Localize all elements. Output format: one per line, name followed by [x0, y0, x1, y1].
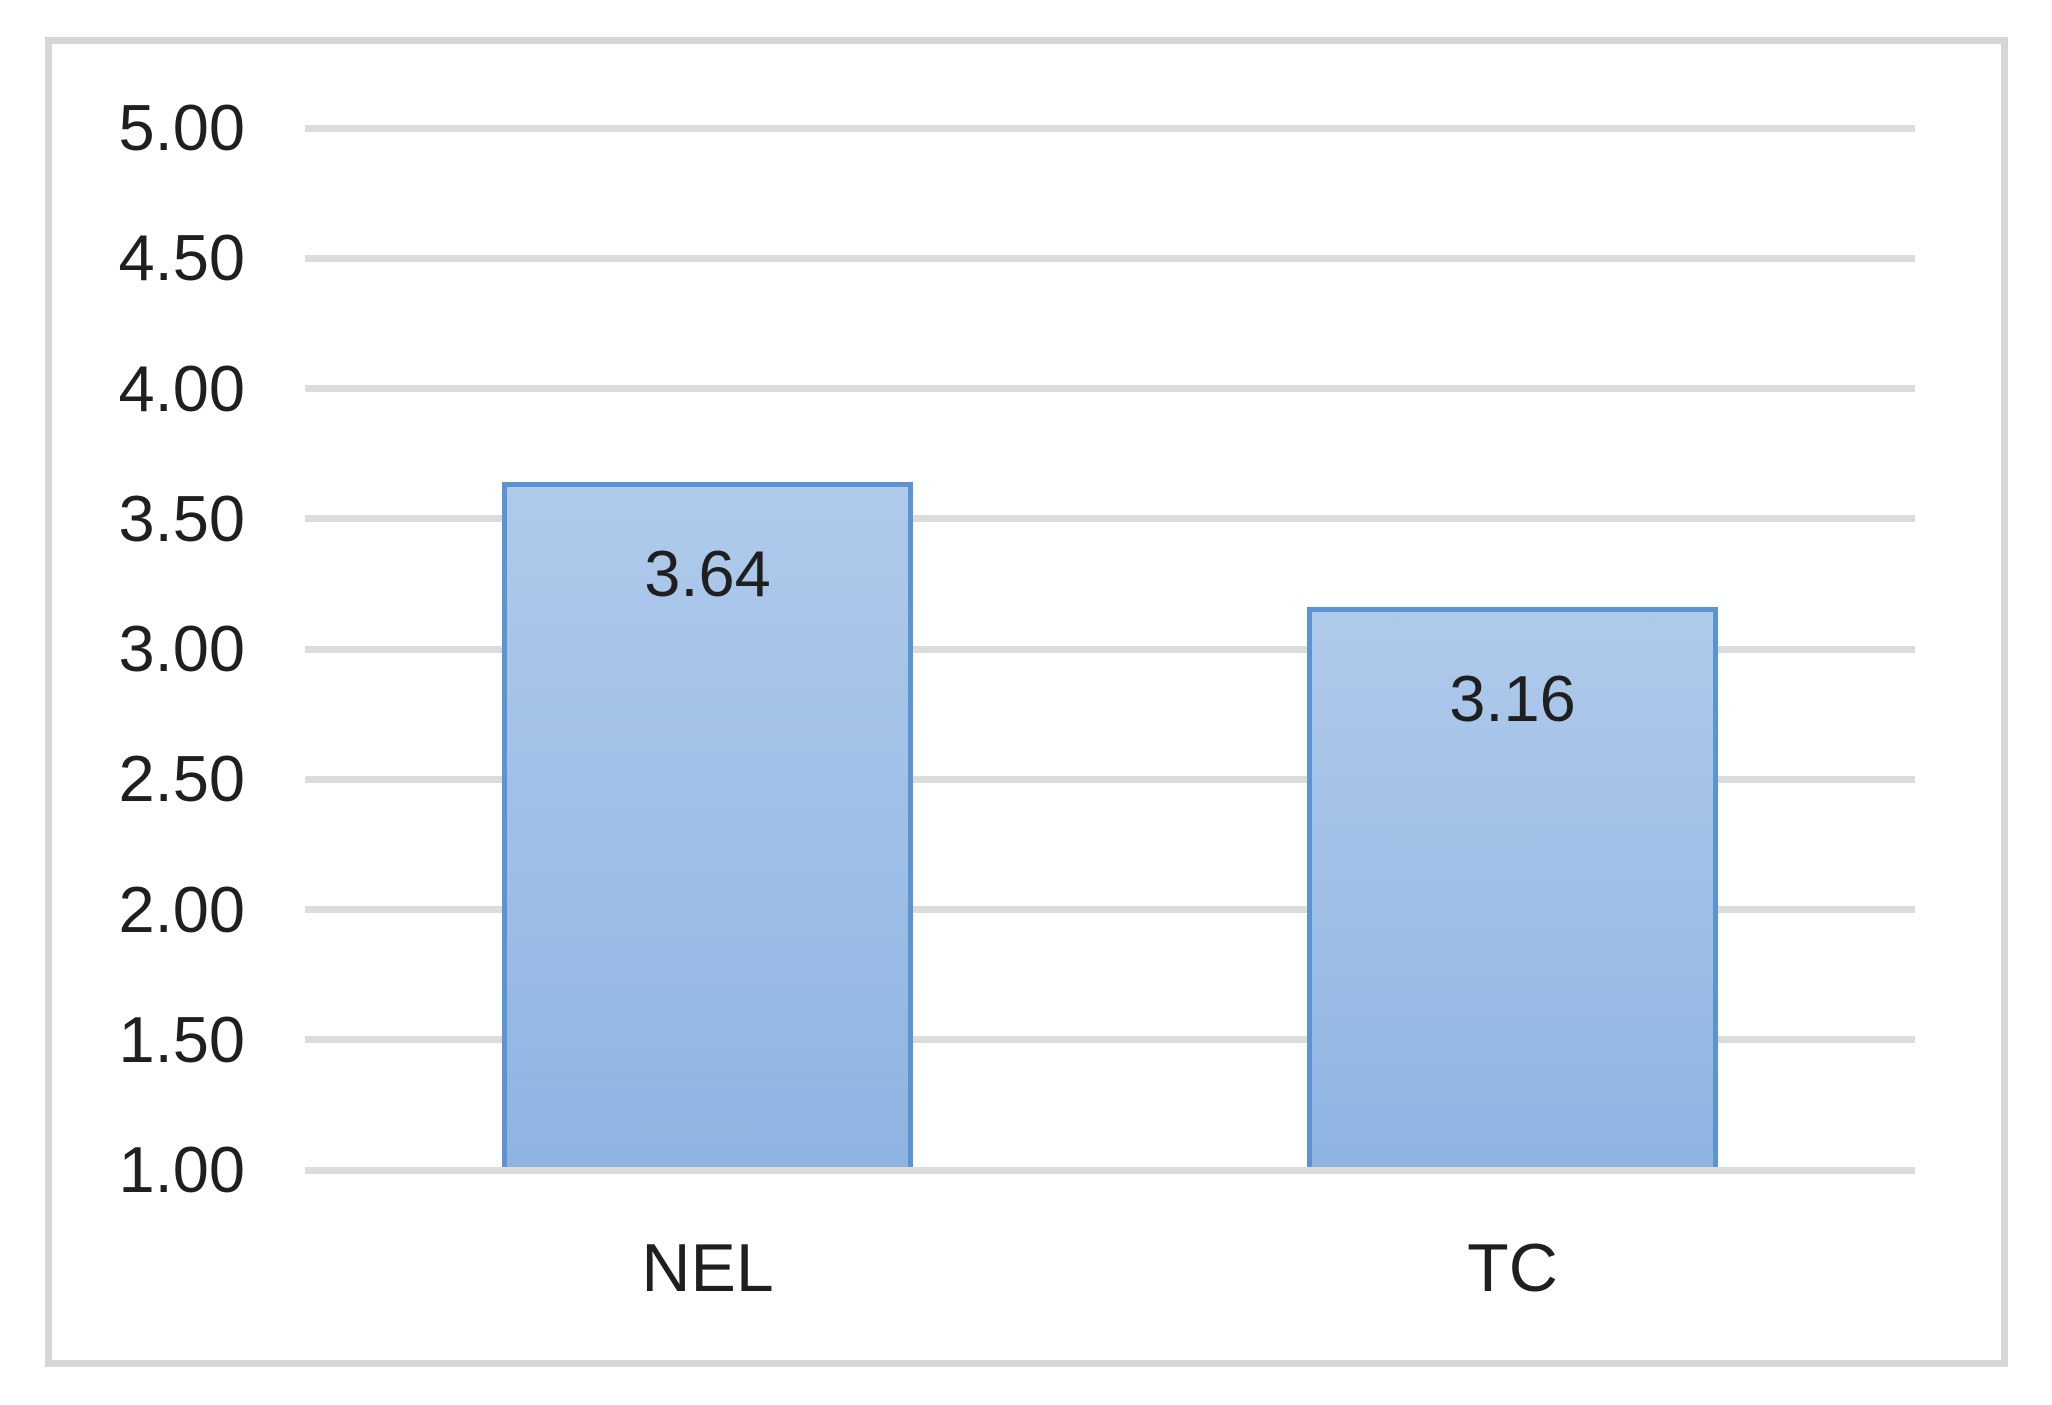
bar-data-label: 3.16	[1449, 662, 1576, 735]
gridline	[305, 1166, 1915, 1174]
y-axis-tick-label: 4.50	[118, 221, 245, 295]
x-axis-category-label: NEL	[641, 1230, 774, 1306]
bar-nel	[502, 482, 913, 1167]
gridline	[305, 775, 1915, 783]
gridline	[305, 1036, 1915, 1044]
gridline	[305, 515, 1915, 523]
y-axis-tick-label: 2.50	[118, 742, 245, 816]
gridline	[305, 645, 1915, 653]
gridline	[305, 124, 1915, 132]
gridline	[305, 385, 1915, 392]
gridline	[305, 906, 1915, 913]
y-axis-tick-label: 1.00	[118, 1133, 245, 1206]
y-axis-tick-label: 4.00	[118, 351, 245, 425]
bar-data-label: 3.64	[644, 537, 771, 610]
x-axis-category-label: TC	[1467, 1230, 1558, 1306]
y-axis-tick-label: 1.50	[118, 1002, 245, 1076]
y-axis-tick-label: 5.00	[118, 91, 245, 164]
y-axis-tick-label: 2.00	[118, 872, 245, 946]
bar-tc	[1307, 607, 1718, 1167]
y-axis-tick-label: 3.50	[118, 481, 245, 555]
y-axis-tick-label: 3.00	[118, 612, 245, 685]
gridline	[305, 254, 1915, 262]
